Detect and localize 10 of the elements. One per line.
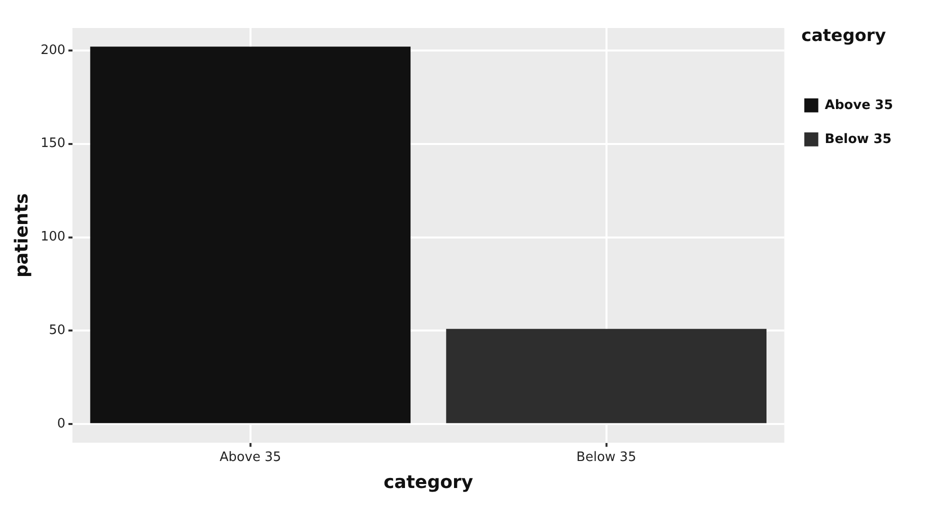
y-tick-label: 50 bbox=[48, 323, 66, 338]
legend-label: Below 35 bbox=[824, 132, 892, 147]
legend-title: category bbox=[801, 26, 886, 46]
y-tick-label: 150 bbox=[40, 136, 66, 152]
y-tick-label: 200 bbox=[40, 42, 66, 58]
legend-label: Above 35 bbox=[824, 98, 894, 113]
y-tick-label: 100 bbox=[40, 230, 66, 245]
y-axis-title: patients bbox=[11, 193, 32, 278]
y-tick-label: 0 bbox=[57, 416, 66, 432]
x-axis-title: category bbox=[384, 472, 474, 493]
